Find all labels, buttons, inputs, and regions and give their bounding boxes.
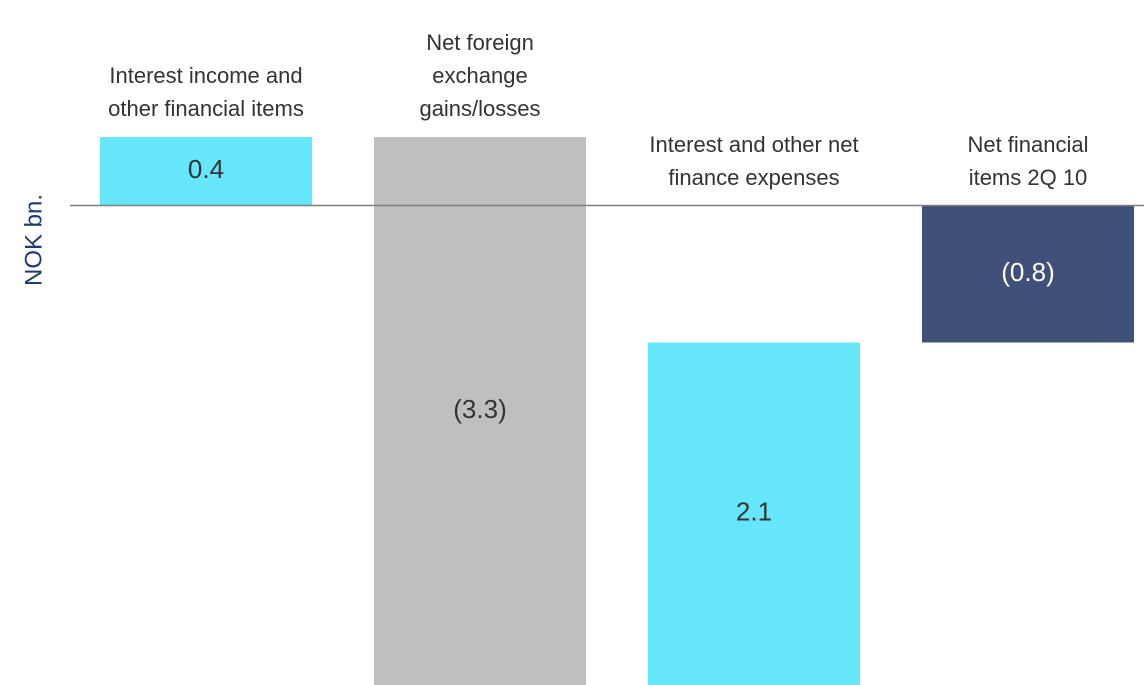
value-label: (0.8) bbox=[1001, 257, 1054, 287]
bar bbox=[100, 137, 312, 206]
category-label: Interest income and other financial item… bbox=[108, 63, 304, 121]
category-label: Interest and other net finance expenses bbox=[649, 131, 859, 190]
bar bbox=[374, 137, 586, 685]
category-label: Net financial items 2Q 10 bbox=[967, 131, 1089, 190]
bar bbox=[648, 342, 860, 685]
value-label: 2.1 bbox=[736, 497, 772, 527]
value-label: 0.4 bbox=[188, 154, 224, 184]
bar bbox=[922, 205, 1134, 343]
y-axis-label: NOK bn. bbox=[20, 194, 47, 286]
value-label: (3.3) bbox=[453, 394, 506, 424]
category-label: Net foreign exchange gains/losses bbox=[419, 30, 541, 121]
